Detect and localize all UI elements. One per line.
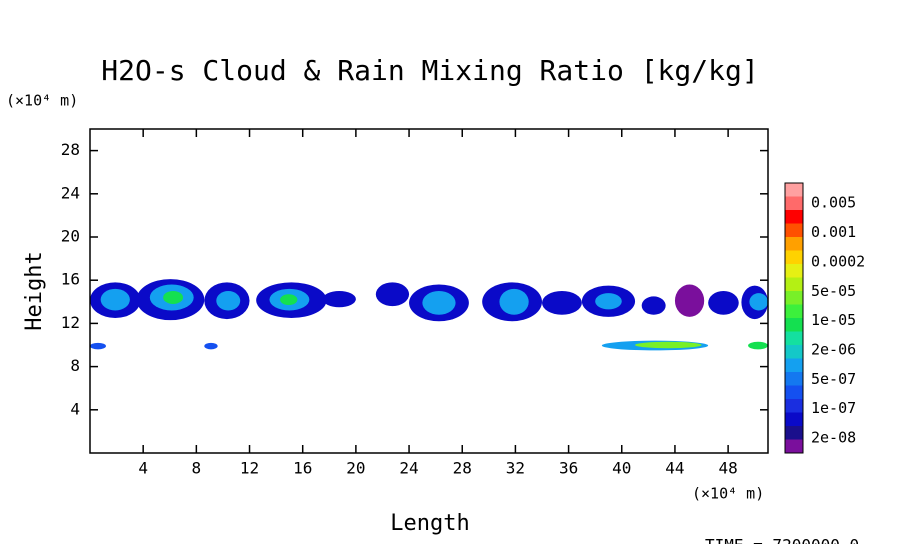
colorbar-box	[785, 345, 803, 359]
x-tick-label: 20	[346, 459, 365, 478]
colorbar-label: 0.005	[811, 194, 856, 212]
colorbar-box	[785, 304, 803, 318]
y-tick-label: 16	[61, 270, 80, 289]
y-unit: (×10⁴ m)	[6, 92, 78, 110]
x-tick-label: 24	[399, 459, 418, 478]
x-tick-label: 28	[453, 459, 472, 478]
colorbar-box	[785, 372, 803, 386]
y-tick-label: 4	[70, 399, 80, 418]
cloud-region	[90, 342, 106, 350]
colorbar-box	[785, 331, 803, 345]
x-tick-label: 36	[559, 459, 578, 478]
cloud-region	[749, 293, 768, 311]
cloud-region	[163, 291, 184, 304]
colorbar-box	[785, 237, 803, 251]
colorbar-box	[785, 223, 803, 237]
x-tick-label: 32	[506, 459, 525, 478]
colorbar-label: 0.0002	[811, 252, 865, 270]
colorbar-label: 2e-06	[811, 340, 856, 358]
colorbar-box	[785, 196, 803, 210]
colorbar-label: 5e-05	[811, 282, 856, 300]
cloud-region	[674, 284, 705, 317]
y-tick-label: 24	[61, 183, 80, 202]
cloud-region	[216, 291, 241, 311]
colorbar-label: 1e-07	[811, 399, 856, 417]
y-tick-label: 28	[61, 140, 80, 159]
cloud-region	[708, 291, 739, 315]
cloud-region	[280, 294, 298, 306]
colorbar-box	[785, 439, 803, 453]
cloud-region	[375, 282, 410, 307]
cloud-region	[422, 291, 456, 315]
colorbar-box	[785, 250, 803, 264]
x-axis-label: Length	[390, 511, 469, 536]
colorbar-box	[785, 277, 803, 291]
colorbar-box	[785, 385, 803, 399]
colorbar-box	[785, 358, 803, 372]
cloud-region	[641, 296, 666, 315]
x-unit: (×10⁴ m)	[692, 485, 764, 503]
cloud-region	[595, 293, 622, 310]
colorbar-label: 1e-05	[811, 311, 856, 329]
x-tick-label: 12	[240, 459, 259, 478]
x-tick-label: 48	[718, 459, 737, 478]
colorbar-box	[785, 264, 803, 278]
y-tick-label: 12	[61, 313, 80, 332]
chart-title: H2O-s Cloud & Rain Mixing Ratio [kg/kg]	[101, 54, 758, 87]
x-tick-label: 16	[293, 459, 312, 478]
x-tick-label: 4	[138, 459, 148, 478]
colorbar-box	[785, 412, 803, 426]
cloud-region	[100, 288, 130, 311]
x-tick-label: 8	[192, 459, 202, 478]
x-tick-label: 40	[612, 459, 631, 478]
cloud-region	[748, 341, 768, 350]
cloud-region	[322, 291, 356, 308]
cloud-region	[499, 288, 529, 315]
colorbar-box	[785, 210, 803, 224]
footer: TIME = 7200000.0	[705, 536, 859, 544]
colorbar-label: 0.001	[811, 223, 856, 241]
colorbar-frame	[784, 182, 804, 454]
x-tick-label: 44	[665, 459, 684, 478]
y-tick-label: 8	[70, 356, 80, 375]
colorbar-box	[785, 183, 803, 197]
cloud-region	[204, 342, 218, 350]
colorbar-box	[785, 399, 803, 413]
plot-frame	[89, 128, 769, 454]
y-tick-label: 20	[61, 227, 80, 246]
colorbar-label: 5e-07	[811, 370, 856, 388]
colorbar-box	[785, 426, 803, 440]
colorbar-label: 2e-08	[811, 429, 856, 447]
cloud-region	[542, 291, 582, 315]
colorbar-box	[785, 291, 803, 305]
cloud-region	[635, 341, 702, 349]
colorbar-box	[785, 318, 803, 332]
y-axis-label: Height	[22, 251, 47, 330]
